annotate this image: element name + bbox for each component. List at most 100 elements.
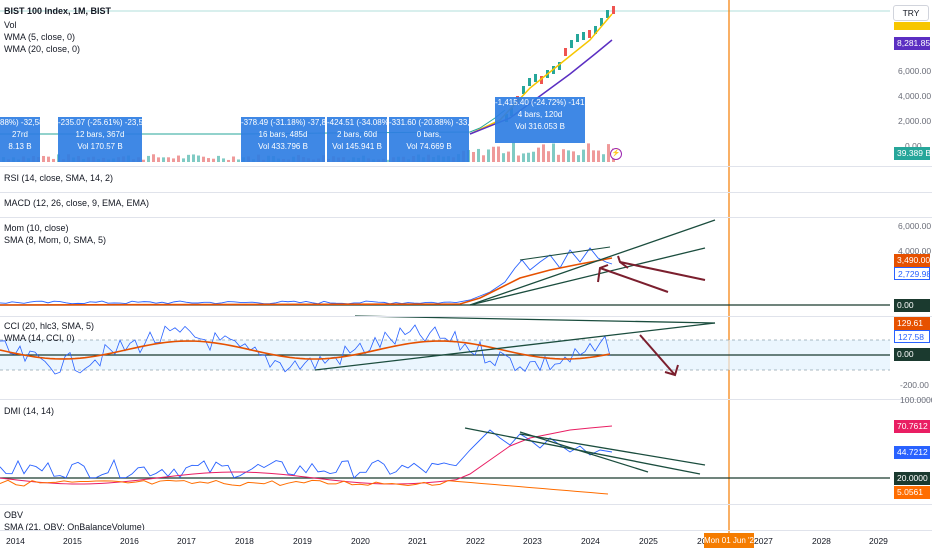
year-tick: 2019 — [293, 536, 312, 546]
year-tick: 2020 — [351, 536, 370, 546]
volume-bar — [187, 154, 190, 162]
dmi-trend — [464, 427, 701, 475]
cci-badge: 127.58 — [894, 330, 930, 343]
price-candle — [594, 26, 597, 34]
measure-box[interactable]: 88%) -32,58727rd8.13 B — [0, 117, 40, 162]
year-tick: 2024 — [581, 536, 600, 546]
year-tick: 2029 — [869, 536, 888, 546]
mom-legend[interactable]: Mom (10, close) — [4, 223, 69, 233]
macd-legend[interactable]: MACD (12, 26, close, 9, EMA, EMA) — [4, 198, 150, 208]
mom-trend-lower — [469, 247, 706, 306]
volume-bar — [572, 151, 575, 162]
volume-bar — [597, 150, 600, 162]
measure-box[interactable]: -235.07 (-25.61%) -23,50712 bars, 367dVo… — [58, 117, 142, 162]
volume-bar — [217, 155, 220, 162]
cci-arrow — [639, 334, 676, 376]
dmi-plus-line — [0, 429, 613, 479]
dmi-level-badge: 20.0000 — [894, 472, 930, 485]
price-candle — [522, 86, 525, 94]
measure-box[interactable]: -331.60 (-20.88%) -33,1600 bars,Vol 74.6… — [389, 117, 469, 162]
mom-arrow — [599, 267, 669, 293]
currency-button[interactable]: TRY — [893, 5, 929, 21]
price-candle — [558, 62, 561, 70]
volume-bar — [177, 155, 180, 162]
cci-tick: -200.00 — [900, 380, 929, 390]
pane-separator[interactable] — [0, 192, 932, 193]
year-tick: 2025 — [639, 536, 658, 546]
wma20-badge: 8,281.85 — [894, 37, 930, 50]
pane-separator[interactable] — [0, 166, 932, 167]
pane-separator[interactable] — [0, 530, 932, 531]
cursor-date-label: Mon 01 Jun '26 — [704, 533, 754, 548]
volume-bar — [157, 157, 160, 162]
vol-badge: 39.389 B — [894, 147, 930, 160]
volume-bar — [547, 151, 550, 162]
obv-sma-legend[interactable]: SMA (21, OBV: OnBalanceVolume) — [4, 522, 145, 530]
price-candle — [600, 18, 603, 26]
volume-bar — [507, 151, 510, 162]
mom-sma-legend[interactable]: SMA (8, Mom, 0, SMA, 5) — [4, 235, 107, 245]
pane-separator[interactable] — [0, 316, 932, 317]
cci-legend[interactable]: CCI (20, hlc3, SMA, 5) — [4, 321, 95, 331]
volume-bar — [552, 143, 555, 162]
cci-line — [0, 324, 611, 375]
volume-bar — [602, 154, 605, 162]
volume-bar — [232, 156, 235, 162]
obv-legend[interactable]: OBV — [4, 510, 24, 520]
year-tick: 2017 — [177, 536, 196, 546]
wma5-legend[interactable]: WMA (5, close, 0) — [4, 32, 76, 42]
volume-bar — [167, 157, 170, 162]
volume-bar — [227, 159, 230, 162]
mom-trend-top — [519, 246, 611, 261]
cci-wma-legend[interactable]: WMA (14, CCI, 0) — [4, 333, 75, 343]
volume-bar — [567, 150, 570, 162]
mom-tick: 4,000.00 — [898, 246, 932, 256]
pane-separator[interactable] — [0, 217, 932, 218]
dmi-plus-badge: 44.7212 — [894, 446, 930, 459]
volume-bar — [592, 150, 595, 162]
dmi-minus-line — [0, 479, 609, 495]
lightning-icon[interactable]: ⚡ — [610, 148, 622, 160]
mom-sma-line — [0, 257, 613, 306]
volume-bar — [532, 151, 535, 162]
dmi-adx-badge: 70.7612 — [894, 420, 930, 433]
measure-box[interactable]: -1,415.40 (-24.72%) -141,5404 bars, 120d… — [495, 97, 585, 143]
price-candle — [564, 48, 567, 56]
volume-bar — [52, 158, 55, 162]
year-tick: 2028 — [812, 536, 831, 546]
year-tick: 2023 — [523, 536, 542, 546]
year-tick: 2015 — [63, 536, 82, 546]
dmi-legend[interactable]: DMI (14, 14) — [4, 406, 55, 416]
volume-bar — [542, 144, 545, 162]
mom-arrow-head — [617, 255, 629, 269]
volume-bar — [207, 158, 210, 162]
price-tick: 4,000.00 — [898, 91, 932, 101]
cci-wma-line — [0, 340, 611, 360]
mom-arrow-head — [597, 264, 609, 283]
cci-arrow-head — [664, 364, 679, 377]
rsi-legend[interactable]: RSI (14, close, SMA, 14, 2) — [4, 173, 114, 183]
volume-bar — [142, 159, 145, 162]
mom-sma-badge: 3,490.00 — [894, 254, 930, 267]
volume-bar — [527, 152, 530, 162]
wma20-legend[interactable]: WMA (20, close, 0) — [4, 44, 81, 54]
symbol-title[interactable]: BIST 100 Index, 1M, BIST — [4, 6, 112, 16]
volume-bar — [607, 144, 610, 162]
price-candle — [534, 74, 537, 82]
volume-bar — [42, 155, 45, 162]
volume-bar — [537, 147, 540, 162]
cci-trend-lower — [314, 322, 716, 371]
volume-bar — [192, 154, 195, 162]
pane-separator[interactable] — [0, 504, 932, 505]
vol-legend[interactable]: Vol — [4, 20, 17, 30]
price-tick: 0.00 — [905, 141, 922, 151]
volume-bar — [517, 155, 520, 162]
volume-bar — [562, 149, 565, 162]
measure-box[interactable]: -378.49 (-31.18%) -37,84916 bars, 485dVo… — [241, 117, 325, 162]
price-candle — [582, 32, 585, 40]
year-tick: 2022 — [466, 536, 485, 546]
pane-separator[interactable] — [0, 399, 932, 400]
year-tick: 2014 — [6, 536, 25, 546]
